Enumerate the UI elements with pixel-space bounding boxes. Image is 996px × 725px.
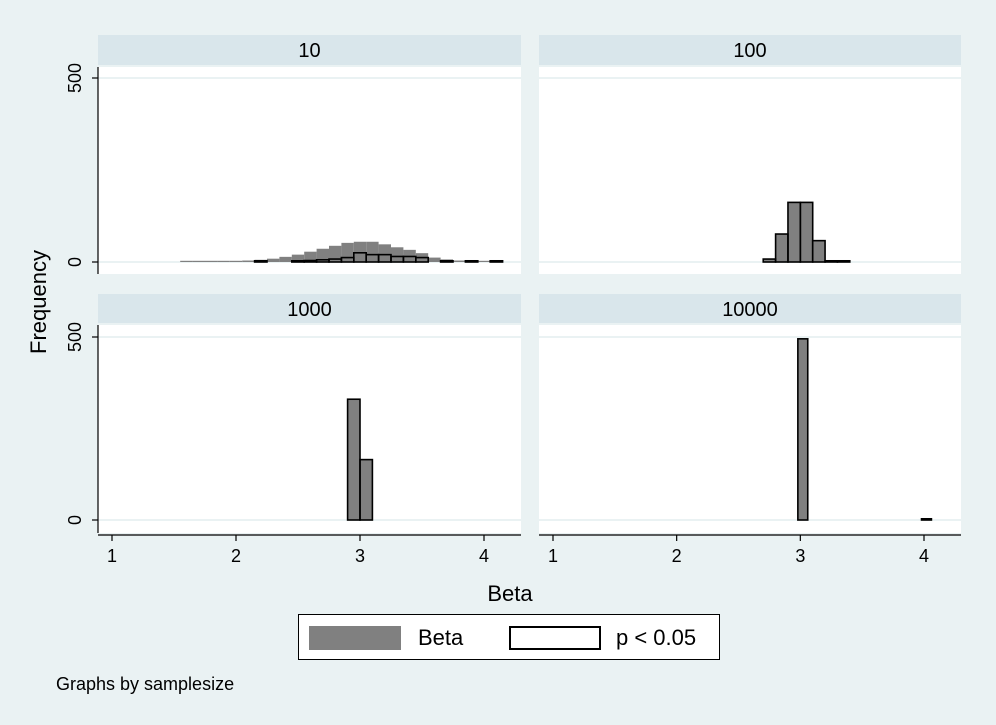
graphs-by-note: Graphs by samplesize: [56, 674, 235, 694]
panel-plot-area: [98, 325, 521, 533]
bar-beta: [763, 259, 776, 262]
bar-p-lt-0.05: [253, 259, 268, 263]
bar-beta: [217, 260, 230, 262]
legend-label-p: p < 0.05: [616, 625, 697, 650]
bar-p-lt-0.05: [824, 259, 839, 263]
bar-p-lt-0.05: [414, 256, 429, 263]
x-tick-label: 1: [107, 546, 117, 566]
y-axis-title: Frequency: [26, 250, 51, 354]
bar-beta: [304, 251, 317, 262]
bar-p-lt-0.05: [359, 458, 374, 521]
bar-beta: [428, 257, 441, 262]
panel-header: [539, 35, 961, 65]
x-tick-label: 3: [795, 546, 805, 566]
bar-beta: [341, 242, 354, 262]
panel-title: 1000: [287, 299, 332, 321]
bar-p-lt-0.05: [797, 338, 809, 521]
bar-p-lt-0.05: [303, 259, 318, 263]
bar-beta: [378, 244, 391, 262]
bar-beta: [360, 459, 373, 520]
x-tick-label: 2: [672, 546, 682, 566]
x-tick-label: 2: [231, 546, 241, 566]
bar-beta: [800, 202, 813, 262]
bar-p-lt-0.05: [439, 259, 454, 263]
bar-beta: [775, 234, 788, 262]
bar-beta: [279, 256, 292, 262]
panel-title: 10000: [722, 299, 778, 321]
legend-key-p: [509, 626, 601, 650]
panel-title: 10: [298, 40, 320, 62]
y-tick-label: 500: [65, 322, 85, 352]
bar-beta: [477, 260, 491, 262]
y-tick-label: 0: [65, 257, 85, 267]
panel-header: [539, 294, 961, 323]
bar-beta: [797, 338, 808, 520]
legend-label-beta: Beta: [418, 625, 464, 650]
bar-p-lt-0.05: [489, 259, 504, 263]
bar-beta: [205, 260, 218, 262]
panel-title: 100: [733, 40, 766, 62]
panel-plot-area: [539, 325, 961, 533]
bar-beta: [192, 260, 205, 262]
bar-beta: [787, 202, 801, 262]
bar-beta: [291, 254, 305, 262]
x-tick-label: 1: [548, 546, 558, 566]
legend-key-beta: [309, 626, 401, 650]
bar-p-lt-0.05: [811, 239, 826, 263]
x-axis-title: Beta: [487, 581, 533, 606]
panel-header: [98, 35, 521, 65]
panel-header: [98, 294, 521, 323]
y-tick-label: 500: [65, 63, 85, 93]
panel-plot-area: [539, 67, 961, 274]
x-tick-label: 3: [355, 546, 365, 566]
bar-beta: [329, 245, 342, 262]
y-tick-label: 0: [65, 515, 85, 525]
bar-p-lt-0.05: [799, 201, 814, 263]
bar-beta: [353, 241, 367, 262]
bar-p-lt-0.05: [464, 259, 479, 263]
bar-beta: [812, 240, 826, 262]
bar-p-lt-0.05: [290, 259, 305, 263]
bar-beta: [347, 399, 360, 520]
bar-beta: [180, 260, 193, 262]
bar-beta: [229, 260, 243, 262]
bar-beta: [366, 241, 379, 262]
bar-p-lt-0.05: [836, 259, 851, 263]
bar-beta: [267, 258, 280, 262]
bar-beta: [316, 248, 329, 262]
bar-p-lt-0.05: [920, 517, 933, 521]
bar-beta: [453, 260, 466, 262]
x-tick-label: 4: [919, 546, 929, 566]
legend: Beta p < 0.05: [298, 614, 720, 660]
bar-beta: [242, 260, 255, 262]
panel-plot-area: [98, 67, 521, 274]
x-tick-label: 4: [479, 546, 489, 566]
bar-beta: [391, 247, 404, 262]
